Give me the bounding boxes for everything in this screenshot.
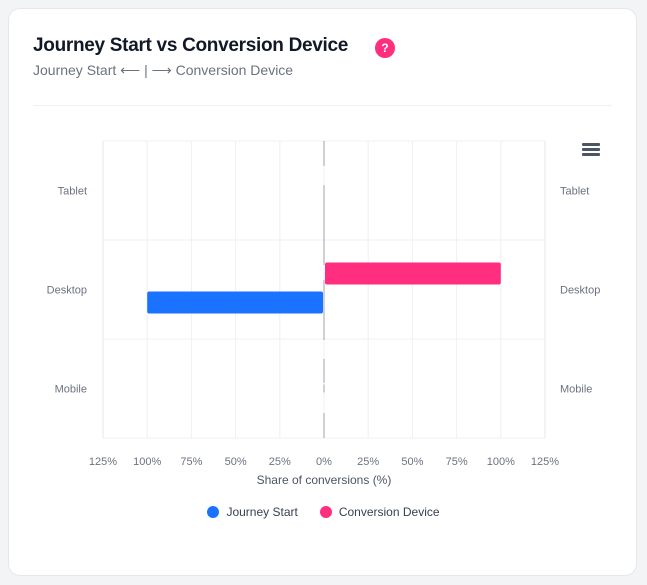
- x-tick-label: 125%: [89, 456, 117, 468]
- y-tick-label-right: Desktop: [560, 285, 600, 297]
- divider: [33, 105, 612, 106]
- y-tick-label-right: Tablet: [560, 186, 589, 198]
- bar-journey-start: [147, 291, 323, 314]
- x-tick-label: 50%: [401, 456, 423, 468]
- bar-conversion-device: [325, 262, 501, 285]
- x-tick-label: 25%: [269, 456, 291, 468]
- chart-plot: 125% 100% 75% 50% 25% 0% 25% 50% 75% 100% 125% Tabl…: [47, 140, 600, 487]
- x-tick-label: 75%: [180, 456, 202, 468]
- x-tick-label: 25%: [357, 456, 379, 468]
- legend-label: Conversion Device: [338, 505, 440, 519]
- x-tick-label: 100%: [133, 456, 161, 468]
- y-tick-label-left: Tablet: [58, 186, 87, 198]
- x-tick-label: 100%: [487, 456, 515, 468]
- x-tick-label: 125%: [531, 456, 559, 468]
- hamburger-menu-icon[interactable]: [582, 143, 600, 157]
- y-tick-label-right: Mobile: [560, 384, 592, 396]
- x-tick-label: 0%: [316, 456, 332, 468]
- y-tick-label-left: Desktop: [47, 285, 87, 297]
- help-icon[interactable]: ?: [375, 38, 395, 58]
- chart-subtitle: Journey Start ⟵ | ⟶ Conversion Device: [33, 62, 294, 78]
- x-tick-label: 50%: [225, 456, 247, 468]
- y-tick-label-left: Mobile: [55, 384, 87, 396]
- legend-dot-icon: [319, 506, 332, 518]
- x-axis-title: Share of conversions (%): [257, 473, 392, 487]
- legend-item-journey-start[interactable]: Journey Start: [207, 505, 298, 519]
- chart-title: Journey Start vs Conversion Device: [33, 35, 349, 56]
- legend: Journey Start Conversion Device: [9, 505, 638, 519]
- chart-card: Journey Start vs Conversion Device ? Jou…: [8, 8, 637, 576]
- legend-dot-icon: [207, 506, 220, 518]
- legend-label: Journey Start: [226, 505, 298, 519]
- legend-item-conversion-device[interactable]: Conversion Device: [319, 505, 440, 519]
- x-tick-label: 75%: [446, 456, 468, 468]
